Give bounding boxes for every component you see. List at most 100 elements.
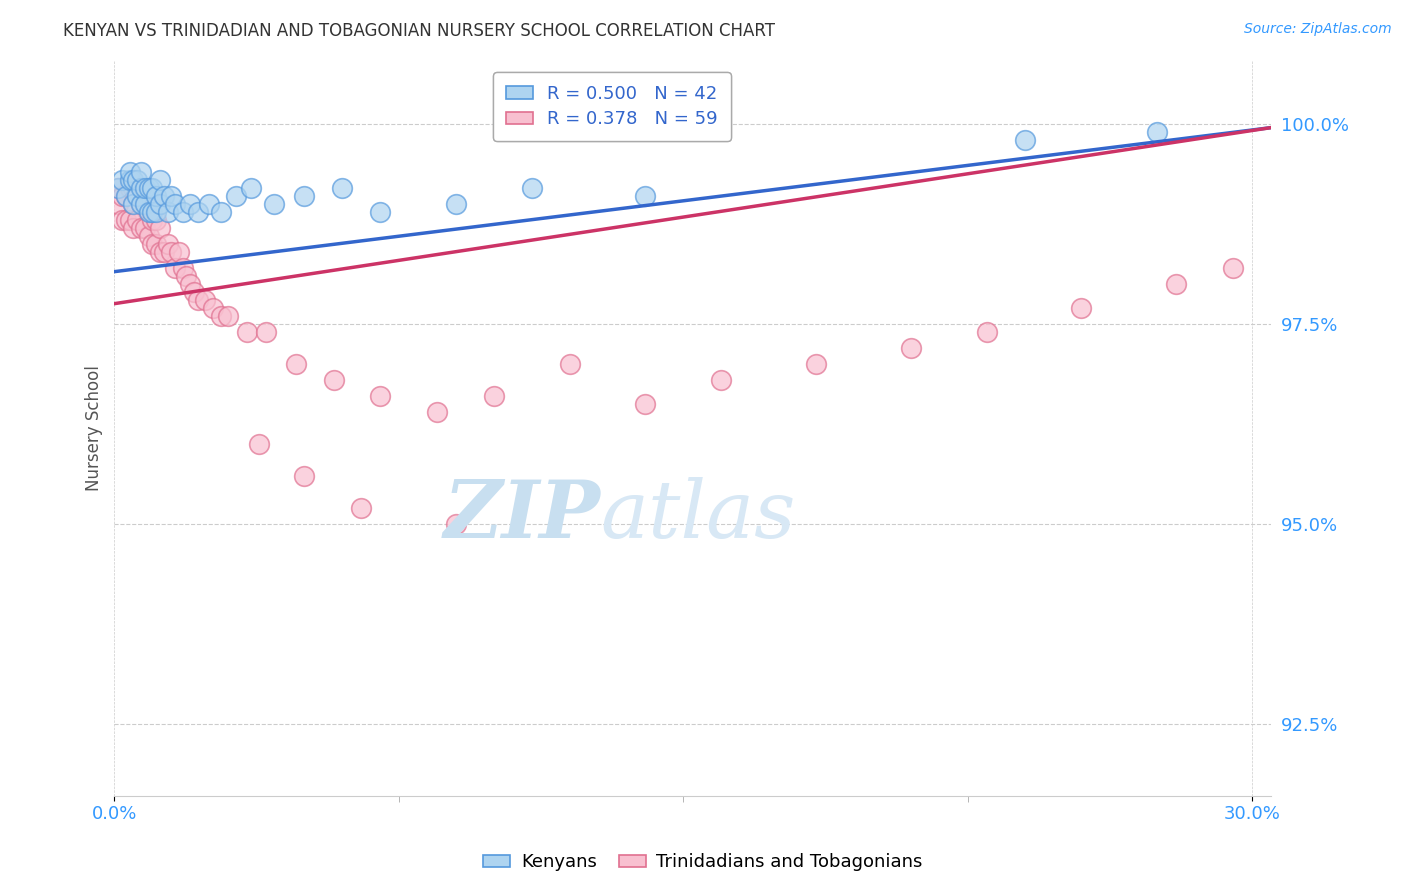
Point xyxy=(118,212,141,227)
Point xyxy=(1222,260,1244,275)
Point xyxy=(127,188,149,202)
Point xyxy=(138,180,160,194)
Point xyxy=(198,196,221,211)
Point xyxy=(129,196,152,211)
Point xyxy=(634,397,657,411)
Point xyxy=(118,180,141,194)
Point xyxy=(141,204,163,219)
Point xyxy=(111,188,134,202)
Point xyxy=(134,196,156,211)
Point xyxy=(292,188,315,202)
Point xyxy=(165,260,187,275)
Point xyxy=(122,180,145,194)
Point xyxy=(141,212,163,227)
Point xyxy=(176,268,198,283)
Point xyxy=(145,188,167,202)
Point xyxy=(444,196,467,211)
Point xyxy=(149,196,172,211)
Point xyxy=(129,196,152,211)
Point xyxy=(145,204,167,219)
Point xyxy=(254,325,277,339)
Point xyxy=(1014,133,1036,147)
Point xyxy=(122,196,145,211)
Point xyxy=(114,212,136,227)
Point xyxy=(122,196,145,211)
Point xyxy=(129,164,152,178)
Point xyxy=(444,516,467,531)
Point xyxy=(165,196,187,211)
Point xyxy=(323,373,346,387)
Point xyxy=(160,244,183,259)
Point xyxy=(114,188,136,202)
Point xyxy=(122,172,145,186)
Point xyxy=(558,357,581,371)
Point xyxy=(122,220,145,235)
Point xyxy=(239,180,262,194)
Point xyxy=(114,188,136,202)
Point xyxy=(127,188,149,202)
Point xyxy=(634,188,657,202)
Point xyxy=(236,325,259,339)
Point xyxy=(187,204,209,219)
Point xyxy=(263,196,285,211)
Point xyxy=(149,244,172,259)
Text: Source: ZipAtlas.com: Source: ZipAtlas.com xyxy=(1244,22,1392,37)
Point xyxy=(1070,301,1092,315)
Legend: R = 0.500   N = 42, R = 0.378   N = 59: R = 0.500 N = 42, R = 0.378 N = 59 xyxy=(494,72,731,141)
Point xyxy=(172,260,194,275)
Text: atlas: atlas xyxy=(600,477,796,555)
Point xyxy=(247,436,270,450)
Point xyxy=(292,468,315,483)
Point xyxy=(107,180,129,194)
Point xyxy=(368,204,391,219)
Point xyxy=(129,180,152,194)
Point xyxy=(111,212,134,227)
Point xyxy=(209,204,232,219)
Point xyxy=(127,212,149,227)
Point xyxy=(194,293,217,307)
Point xyxy=(145,212,167,227)
Point xyxy=(900,341,922,355)
Point xyxy=(520,180,543,194)
Point xyxy=(187,293,209,307)
Point xyxy=(285,357,308,371)
Point xyxy=(149,172,172,186)
Point xyxy=(118,164,141,178)
Point xyxy=(134,220,156,235)
Point xyxy=(350,500,373,515)
Point xyxy=(149,220,172,235)
Point xyxy=(134,196,156,211)
Point xyxy=(202,301,225,315)
Point xyxy=(804,357,827,371)
Legend: Kenyans, Trinidadians and Tobagonians: Kenyans, Trinidadians and Tobagonians xyxy=(475,847,931,879)
Point xyxy=(209,309,232,323)
Point xyxy=(134,180,156,194)
Point xyxy=(710,373,733,387)
Point xyxy=(118,172,141,186)
Point xyxy=(138,204,160,219)
Point xyxy=(179,277,201,291)
Point xyxy=(1146,125,1168,139)
Point xyxy=(111,172,134,186)
Point xyxy=(482,389,505,403)
Point xyxy=(141,236,163,251)
Point xyxy=(160,188,183,202)
Point xyxy=(183,285,205,299)
Point xyxy=(129,220,152,235)
Point xyxy=(145,236,167,251)
Point xyxy=(330,180,353,194)
Point xyxy=(156,204,179,219)
Point xyxy=(107,196,129,211)
Point xyxy=(179,196,201,211)
Y-axis label: Nursery School: Nursery School xyxy=(86,365,103,491)
Point xyxy=(368,389,391,403)
Point xyxy=(1166,277,1188,291)
Point xyxy=(976,325,998,339)
Text: KENYAN VS TRINIDADIAN AND TOBAGONIAN NURSERY SCHOOL CORRELATION CHART: KENYAN VS TRINIDADIAN AND TOBAGONIAN NUR… xyxy=(63,22,775,40)
Point xyxy=(141,180,163,194)
Point xyxy=(107,180,129,194)
Point xyxy=(138,228,160,243)
Point xyxy=(138,204,160,219)
Point xyxy=(127,172,149,186)
Point xyxy=(426,405,449,419)
